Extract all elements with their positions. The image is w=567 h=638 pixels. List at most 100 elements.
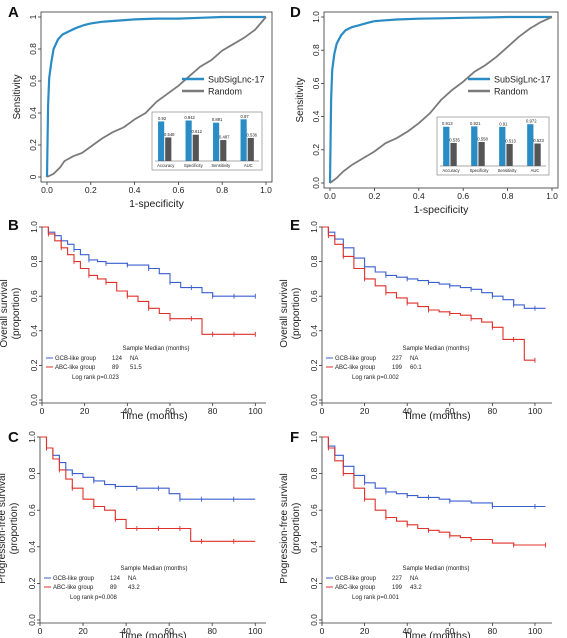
y-tick-label: 0.0 [311, 177, 321, 189]
panel-e: E 0 20 40 60 80 100 0.0 0.2 0.4 0.6 0.8 1.0 Time (mon… [279, 217, 552, 422]
x-tick-label: 0.2 [368, 191, 380, 201]
series-line-abc-like-group [322, 436, 546, 546]
panel-letter: B [8, 217, 19, 234]
panel-letter: C [8, 429, 19, 446]
panel-letter: E [290, 217, 300, 234]
inset-value-label: 0.942 [184, 115, 195, 120]
x-tick-label: 0 [320, 406, 325, 416]
x-tick-label: 100 [528, 406, 542, 416]
x-tick-label: 0.4 [413, 191, 425, 201]
y-axis-label: (proportion) [291, 503, 302, 555]
panel-a: A 0.0 0.2 0.4 0.6 0.8 1.0 0 0.2 0.4 0.6 0.8 1 1-speci… [8, 4, 273, 210]
legend-header: Sample Median (months) [120, 566, 187, 572]
logrank-annotation: Log rank p=0.023 [72, 375, 120, 381]
x-tick-label: 100 [528, 626, 542, 636]
plot-frame [40, 11, 273, 183]
inset-category-label: AUC [244, 163, 253, 168]
x-axis-label: 1-specificity [129, 198, 185, 210]
x-tick-label: 0.2 [85, 185, 97, 195]
x-tick-label: 0.6 [457, 191, 469, 201]
legend-label: Random [208, 87, 242, 97]
y-tick-label: 0.0 [309, 614, 319, 626]
legend-sample-count: 124 [110, 576, 121, 582]
x-axis-label: Time (months) [403, 410, 470, 422]
inset-category-label: Accuracy [442, 168, 460, 173]
inset-value-label: 0.523 [533, 138, 544, 143]
inset-value-label: 0.913 [442, 121, 453, 126]
legend-group-name: GCB-like group [55, 356, 97, 362]
inset-value-label: 0.487 [219, 135, 230, 140]
y-tick-label: 0.8 [29, 255, 39, 267]
x-tick-label: 60 [445, 626, 455, 636]
panel-f: F 0 20 40 60 80 100 0.0 0.2 0.4 0.6 0.8 1.0 Time (mon… [279, 429, 552, 638]
x-tick-label: 60 [165, 406, 175, 416]
inset-value-label: 0.612 [192, 129, 203, 134]
panel-c: C 0 20 40 60 80 100 0.0 0.2 0.4 0.6 0.8 1.0 Time (mon… [0, 429, 266, 638]
inset-bar [527, 124, 534, 166]
y-tick-label: 0.6 [309, 504, 319, 516]
inset-value-label: 0.536 [247, 132, 258, 137]
inset-bar [192, 134, 199, 161]
y-tick-label: 0.6 [309, 290, 319, 302]
y-tick-label: 0.4 [28, 107, 38, 119]
series-line-gcb-like-group [42, 226, 256, 297]
x-tick-label: 0.8 [216, 185, 228, 195]
y-tick-label: 1.0 [27, 431, 37, 443]
x-tick-label: 100 [248, 626, 262, 636]
x-axis-label: Time (months) [120, 410, 187, 422]
y-tick-label: 0.4 [29, 325, 39, 337]
x-tick-label: 100 [248, 406, 262, 416]
legend-sample-count: 89 [112, 365, 119, 371]
y-tick-label: 0.6 [27, 504, 37, 516]
x-tick-label: 0.6 [172, 185, 184, 195]
inset-bar [185, 120, 192, 161]
legend-header: Sample Median (months) [402, 566, 469, 572]
x-tick-label: 60 [445, 406, 455, 416]
legend-group-name: ABC-like group [55, 365, 96, 371]
x-axis-label: Time (months) [119, 630, 186, 638]
inset-bar [499, 126, 506, 166]
x-tick-label: 40 [121, 626, 131, 636]
inset-category-label: Specificity [184, 163, 204, 168]
y-tick-label: 0.6 [29, 290, 39, 302]
x-tick-label: 0.8 [502, 191, 514, 201]
legend-header: Sample Median (months) [122, 346, 189, 352]
y-tick-label: 0.8 [309, 255, 319, 267]
x-tick-label: 80 [208, 406, 218, 416]
y-tick-label: 0.2 [27, 577, 37, 589]
y-tick-label: 1.0 [309, 221, 319, 233]
legend-sample-count: 89 [110, 585, 117, 591]
legend-median: 43.2 [128, 585, 140, 591]
y-tick-label: 0.0 [29, 394, 39, 406]
x-tick-label: 40 [402, 406, 412, 416]
legend-label: SubSigLnc-17 [494, 75, 551, 85]
y-tick-label: 0.8 [27, 467, 37, 479]
inset-bar [478, 142, 485, 166]
y-tick-label: 0.4 [309, 541, 319, 553]
legend-median: 43.2 [410, 585, 422, 591]
x-tick-label: 0 [40, 406, 45, 416]
inset-value-label: 0.91 [499, 121, 508, 126]
inset-bar [506, 143, 513, 166]
y-axis-label: Progression-free survival [279, 473, 290, 584]
legend-group-name: GCB-like group [53, 576, 95, 582]
x-tick-label: 60 [164, 626, 174, 636]
x-tick-label: 80 [488, 626, 498, 636]
x-tick-label: 0.0 [324, 191, 336, 201]
x-tick-label: 0 [38, 626, 43, 636]
series-line-gcb-like-group [322, 436, 546, 508]
legend-label: Random [494, 87, 528, 97]
y-tick-label: 0.6 [28, 75, 38, 87]
inset-bar [165, 137, 172, 161]
y-tick-label: 0.8 [309, 467, 319, 479]
inset-value-label: 0.97 [241, 114, 250, 119]
inset-bar-chart: 0.913 0.535 Accuracy 0.921 0.558 Specificity 0… [436, 116, 550, 176]
x-tick-label: 20 [80, 406, 90, 416]
logrank-annotation: Log rank p=0.008 [70, 595, 118, 601]
inset-value-label: 0.548 [164, 132, 175, 137]
inset-bar-chart: 0.92 0.548 Accuracy 0.942 0.612 Specificity 0.… [151, 111, 263, 171]
inset-category-label: Sensitivity [211, 163, 231, 168]
legend-group-name: GCB-like group [335, 356, 377, 362]
legend-group-name: ABC-like group [53, 585, 94, 591]
